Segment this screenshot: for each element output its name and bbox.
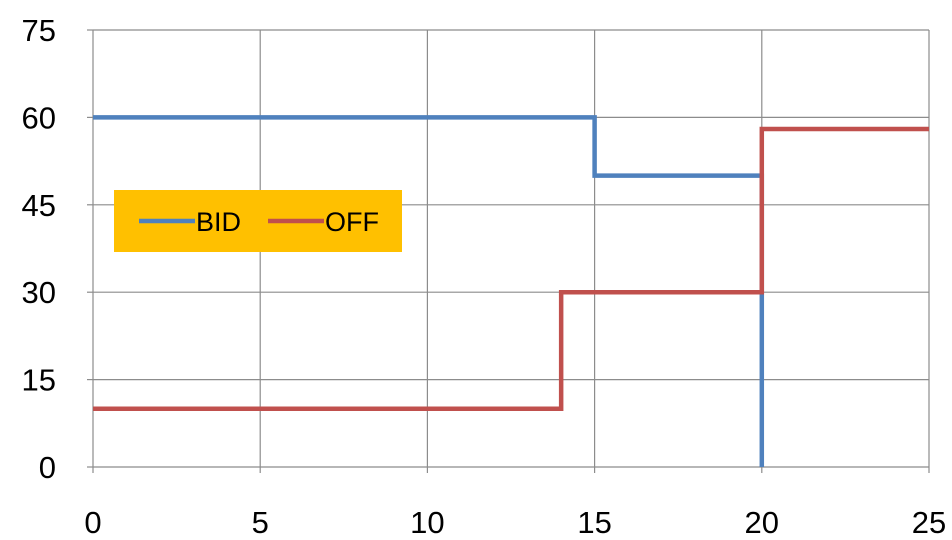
x-tick-label-5: 5	[252, 505, 269, 540]
y-tick-label-75: 75	[22, 13, 56, 48]
x-tick-label-20: 20	[745, 505, 779, 540]
series-line-off	[93, 126, 929, 411]
y-tick-label-15: 15	[22, 363, 56, 398]
y-tick-label-45: 45	[22, 188, 56, 223]
legend: BID OFF	[114, 190, 402, 252]
legend-label-bid: BID	[196, 207, 241, 237]
x-tick-label-10: 10	[410, 505, 444, 540]
x-tick-label-0: 0	[84, 505, 101, 540]
y-tick-label-30: 30	[22, 275, 56, 310]
x-tick-labels: 0 5 10 15 20 25	[84, 505, 946, 540]
series-group	[93, 115, 929, 467]
y-tick-labels: 0 15 30 45 60 75	[22, 13, 56, 485]
legend-label-off: OFF	[325, 207, 379, 237]
y-tick-label-60: 60	[22, 100, 56, 135]
x-tick-label-15: 15	[577, 505, 611, 540]
x-tick-label-25: 25	[912, 505, 946, 540]
y-tick-label-0: 0	[39, 450, 56, 485]
